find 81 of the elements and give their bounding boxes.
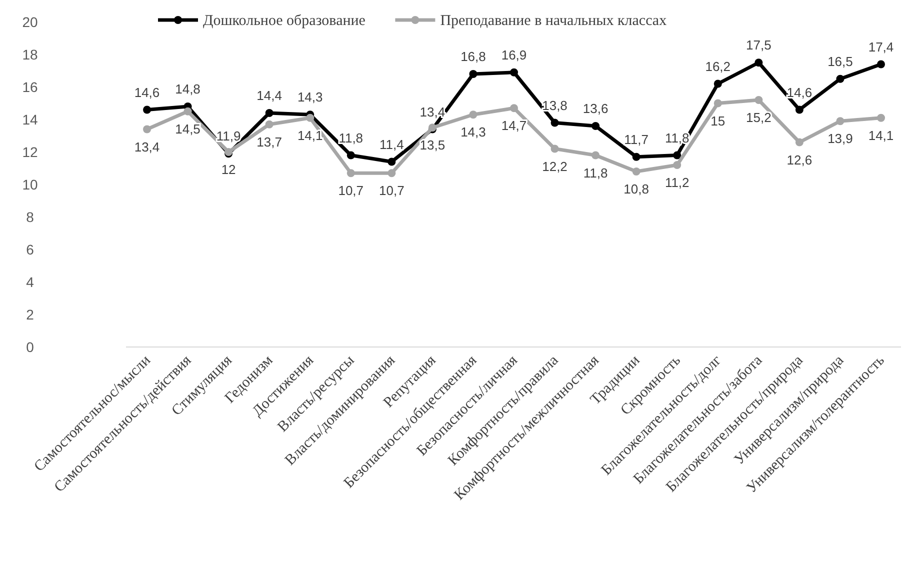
point <box>632 152 640 161</box>
point <box>388 169 396 178</box>
point <box>632 168 640 176</box>
y-tick-label: 8 <box>26 209 34 225</box>
y-tick-label: 16 <box>22 79 38 95</box>
y-tick-label: 2 <box>26 306 34 322</box>
y-tick-label: 4 <box>26 274 34 290</box>
data-label: 13,9 <box>828 131 853 146</box>
point <box>795 138 804 146</box>
y-tick-label: 20 <box>22 14 38 30</box>
point <box>673 161 682 169</box>
y-tick-label: 18 <box>22 46 38 62</box>
data-label: 11,4 <box>379 136 404 152</box>
point <box>673 151 682 160</box>
point <box>550 118 559 127</box>
data-label: 11,9 <box>216 128 241 144</box>
point <box>754 96 763 104</box>
data-label: 16,8 <box>460 49 486 64</box>
point <box>714 80 722 88</box>
data-label: 12,6 <box>786 152 812 168</box>
data-label: 14,5 <box>175 121 200 136</box>
point <box>469 70 478 78</box>
data-label: 11,2 <box>664 175 690 190</box>
y-tick-label: 6 <box>26 242 34 258</box>
data-label: 12 <box>221 162 236 177</box>
data-label: 16,5 <box>828 54 853 69</box>
point <box>877 60 885 68</box>
data-label: 16,9 <box>501 47 527 62</box>
data-label: 13,5 <box>420 138 446 153</box>
point <box>143 106 151 114</box>
legend-label: Дошкольное образование <box>203 13 366 29</box>
data-label: 15 <box>710 113 726 128</box>
point <box>550 144 559 153</box>
point <box>592 122 600 130</box>
data-label: 11,8 <box>583 165 608 180</box>
point <box>754 58 763 67</box>
data-label: 14,1 <box>297 128 323 143</box>
y-tick-label: 10 <box>22 176 38 192</box>
data-label: 10,7 <box>338 183 364 198</box>
point <box>836 117 844 126</box>
data-label: 15,2 <box>746 110 772 125</box>
data-label: 10,7 <box>379 183 404 198</box>
data-label: 13,6 <box>582 101 608 116</box>
data-label: 11,7 <box>624 132 649 147</box>
y-tick-label: 0 <box>26 339 34 355</box>
data-label: 14,1 <box>868 128 894 143</box>
point <box>346 169 355 178</box>
data-label: 14,3 <box>460 124 486 140</box>
data-label: 13,7 <box>256 134 282 150</box>
y-tick-label: 12 <box>22 144 38 160</box>
y-tick-label: 14 <box>22 112 38 128</box>
point <box>469 110 478 119</box>
point <box>346 151 355 160</box>
data-label: 12,2 <box>542 158 568 174</box>
data-label: 16,2 <box>705 58 731 74</box>
point <box>265 120 274 128</box>
point <box>795 106 804 114</box>
data-label: 14,6 <box>786 84 812 100</box>
point <box>143 125 151 134</box>
point <box>388 158 396 166</box>
data-label: 14,7 <box>501 118 527 134</box>
data-label: 13,8 <box>542 98 568 113</box>
data-label: 14,3 <box>297 90 323 105</box>
data-label: 17,4 <box>868 39 894 54</box>
data-label: 13,4 <box>134 139 160 154</box>
point <box>184 107 192 116</box>
point <box>306 114 314 122</box>
data-label: 11,8 <box>338 130 364 146</box>
point <box>592 151 600 160</box>
data-label: 14,8 <box>175 82 200 96</box>
legend-label: Преподавание в начальных классах <box>440 13 668 29</box>
data-label: 14,4 <box>256 88 282 103</box>
point <box>836 74 844 83</box>
data-label: 17,5 <box>746 38 772 53</box>
data-label: 14,6 <box>134 84 160 100</box>
point <box>714 99 722 108</box>
point <box>265 109 274 117</box>
point <box>877 114 885 122</box>
point <box>510 104 518 112</box>
data-label: 10,8 <box>624 182 649 196</box>
point <box>510 68 518 76</box>
